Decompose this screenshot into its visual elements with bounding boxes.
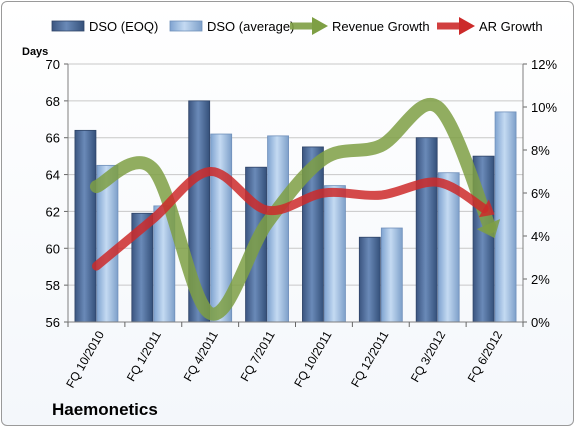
y2-tick-label: 4% — [531, 229, 550, 244]
y2-tick-label: 6% — [531, 186, 550, 201]
legend-label: Revenue Growth — [332, 19, 430, 34]
legend-swatch — [51, 20, 85, 32]
legend-label: DSO (EOQ) — [89, 19, 158, 34]
x-tick-label: FQ 1/2011 — [124, 328, 164, 384]
bar-dso-eoq — [74, 129, 97, 323]
legend-label: AR Growth — [479, 19, 543, 34]
bar-dso-average — [437, 172, 460, 323]
y-tick-label: 70 — [46, 57, 60, 72]
y-tick-label: 68 — [46, 94, 60, 109]
x-tick-label: FQ 10/2011 — [291, 328, 335, 389]
x-tick-label: FQ 4/2011 — [181, 328, 221, 384]
x-tick-label: FQ 6/2012 — [465, 328, 506, 384]
line-ar-growth — [91, 167, 489, 271]
y2-tick-label: 0% — [531, 315, 550, 330]
bar-dso-average — [494, 111, 517, 323]
y2-tick-label: 8% — [531, 143, 550, 158]
chart-legend: DSO (EOQ) DSO (average) Revenue Growth AR G… — [51, 17, 543, 35]
bar-dso-average — [380, 227, 403, 323]
legend-swatch-arrow — [312, 17, 328, 35]
x-tick-label: FQ 7/2011 — [238, 328, 278, 384]
line-revenue-growth — [89, 98, 497, 321]
y-tick-label: 58 — [46, 278, 60, 293]
y-tick-label: 56 — [46, 315, 60, 330]
legend-swatch — [169, 20, 203, 32]
y-tick-label: 66 — [46, 131, 60, 146]
x-tick-label: FQ 3/2012 — [408, 328, 449, 384]
y-tick-label: 60 — [46, 241, 60, 256]
arrow-ar-growth — [478, 199, 495, 218]
x-tick-label: FQ 12/2011 — [348, 328, 392, 389]
bar-dso-eoq — [415, 137, 438, 323]
x-tick-label: FQ 10/2010 — [63, 328, 107, 390]
bar-dso-eoq — [358, 236, 381, 323]
line-series — [89, 98, 501, 321]
y2-tick-label: 12% — [531, 57, 557, 72]
bar-dso-average — [324, 185, 346, 323]
y-tick-label: 62 — [46, 204, 60, 219]
y2-tick-label: 10% — [531, 100, 557, 115]
y2-tick-label: 2% — [531, 272, 550, 287]
arrow-revenue-growth — [476, 218, 501, 239]
legend-label: DSO (average) — [207, 19, 294, 34]
legend-swatch-arrow — [459, 17, 475, 35]
y-axis-title: Days — [22, 46, 48, 58]
company-name: Haemonetics — [52, 400, 158, 419]
y-tick-label: 64 — [46, 168, 60, 183]
